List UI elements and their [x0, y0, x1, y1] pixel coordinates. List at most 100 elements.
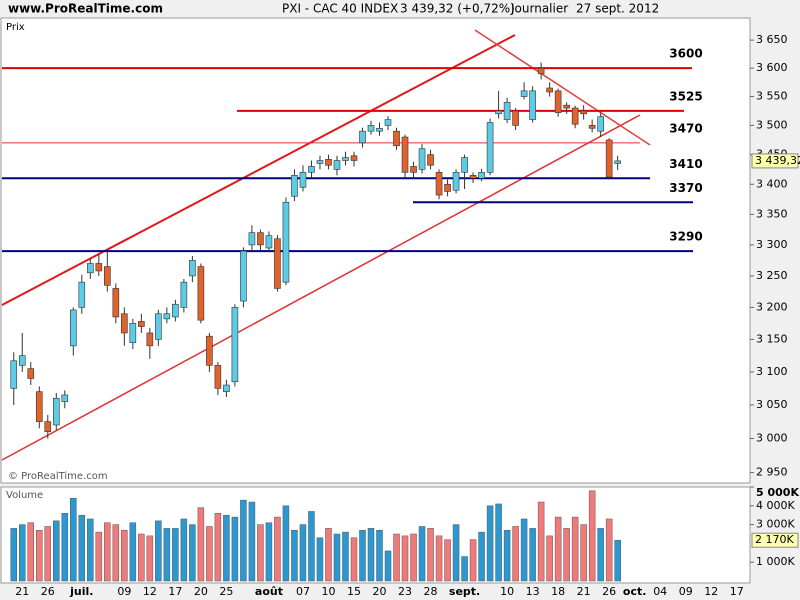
candle-body: [469, 175, 477, 179]
volume-bar: [121, 529, 128, 582]
y-tick-label: 2 950: [756, 466, 788, 479]
x-tick-label: 25: [219, 585, 233, 598]
date: 27 sept. 2012: [576, 2, 659, 16]
candle-body: [10, 360, 18, 389]
candle-body: [129, 323, 137, 343]
x-tick-label: 10: [500, 585, 514, 598]
level-label: 3290: [669, 230, 702, 244]
volume-bar: [418, 526, 426, 582]
last-value-label: 2 170K: [755, 533, 794, 546]
candle-body: [274, 238, 281, 289]
candle-body: [163, 313, 171, 320]
candle-body: [121, 313, 128, 334]
x-tick-label: sept.: [449, 585, 480, 598]
x-tick-label: oct.: [623, 585, 647, 598]
x-tick-label: 26: [602, 585, 616, 598]
volume-bar: [503, 529, 511, 582]
x-tick-label: 10: [321, 585, 335, 598]
candle-body: [257, 232, 264, 246]
candle-body: [367, 125, 375, 132]
volume-bar: [61, 513, 69, 582]
y-tick-label: 3 000K: [756, 518, 795, 531]
candle-body: [495, 110, 502, 115]
candle-body: [333, 160, 341, 170]
candle-body: [461, 157, 468, 173]
candle-body: [308, 166, 315, 173]
x-tick-label: 12: [704, 585, 718, 598]
y-tick-label: 3 100: [756, 365, 788, 378]
volume-bar: [104, 522, 111, 582]
candle-body: [452, 172, 460, 191]
last-value-label: 3 439,32: [755, 154, 800, 167]
level-label: 3470: [669, 121, 702, 135]
volume-bar: [520, 518, 528, 582]
candle-body: [146, 332, 154, 347]
candle-body: [325, 159, 332, 166]
x-tick-label: 09: [679, 585, 693, 598]
candle-body: [35, 391, 43, 422]
volume-bar: [597, 528, 604, 582]
watermark: © ProRealTime.com: [8, 471, 108, 482]
x-tick-label: 17: [168, 585, 182, 598]
volume-bar: [316, 537, 324, 582]
volume-bar: [359, 529, 366, 582]
period: Journalier: [510, 2, 568, 16]
candle-body: [444, 183, 451, 192]
volume-bar: [478, 531, 485, 582]
panel-label: Volume: [6, 490, 43, 501]
volume-bar: [248, 501, 256, 582]
candle-body: [316, 160, 324, 164]
last-value-box: [751, 153, 799, 169]
x-tick-label: 15: [347, 585, 361, 598]
candle-body: [265, 235, 273, 249]
candle-body: [350, 155, 358, 161]
volume-bar: [605, 518, 613, 582]
panel-label: Prix: [6, 22, 25, 33]
level-label: 3525: [669, 89, 702, 103]
trend-line: [474, 29, 651, 146]
candle-body: [529, 90, 536, 120]
volume-bar: [19, 524, 26, 582]
candle-body: [571, 107, 579, 125]
candle-body: [197, 266, 205, 321]
candle-body: [180, 281, 188, 308]
candle-body: [401, 136, 409, 173]
candle-body: [605, 139, 613, 178]
candle-body: [240, 250, 247, 302]
candle-body: [282, 201, 290, 283]
candle-body: [393, 130, 400, 147]
volume-bar: [546, 535, 553, 582]
x-tick-label: 13: [526, 585, 540, 598]
candle-body: [155, 313, 162, 340]
y-tick-label: 3 300: [756, 238, 788, 251]
candle-body: [172, 303, 179, 318]
trend-line: [1, 114, 641, 461]
volume-bar: [350, 537, 358, 582]
volume-bar: [291, 529, 298, 582]
candle-body: [27, 368, 35, 379]
volume-bar: [529, 528, 536, 582]
volume-bar: [563, 528, 570, 582]
volume-bar: [70, 498, 77, 582]
x-tick-label: 23: [398, 585, 412, 598]
y-tick-label: 5 000K: [756, 486, 799, 499]
y-tick-label: 3 550: [756, 90, 788, 103]
volume-bar: [410, 533, 417, 582]
candle-body: [427, 154, 434, 166]
volume-bar: [265, 522, 273, 582]
x-tick-label: 21: [15, 585, 29, 598]
volume-bar: [614, 539, 621, 582]
site: www.ProRealTime.com: [8, 2, 163, 16]
volume-bar: [10, 528, 18, 582]
volume-bar: [299, 524, 307, 582]
volume-bar: [138, 533, 145, 582]
volume-bar: [240, 499, 247, 582]
candle-body: [299, 172, 307, 188]
volume-bar: [469, 539, 477, 582]
volume-bar: [452, 524, 460, 582]
candle-body: [554, 90, 562, 113]
last-value-box: [751, 532, 799, 548]
volume-bar: [95, 531, 103, 582]
volume-bar: [588, 490, 596, 582]
candle-body: [614, 160, 621, 164]
